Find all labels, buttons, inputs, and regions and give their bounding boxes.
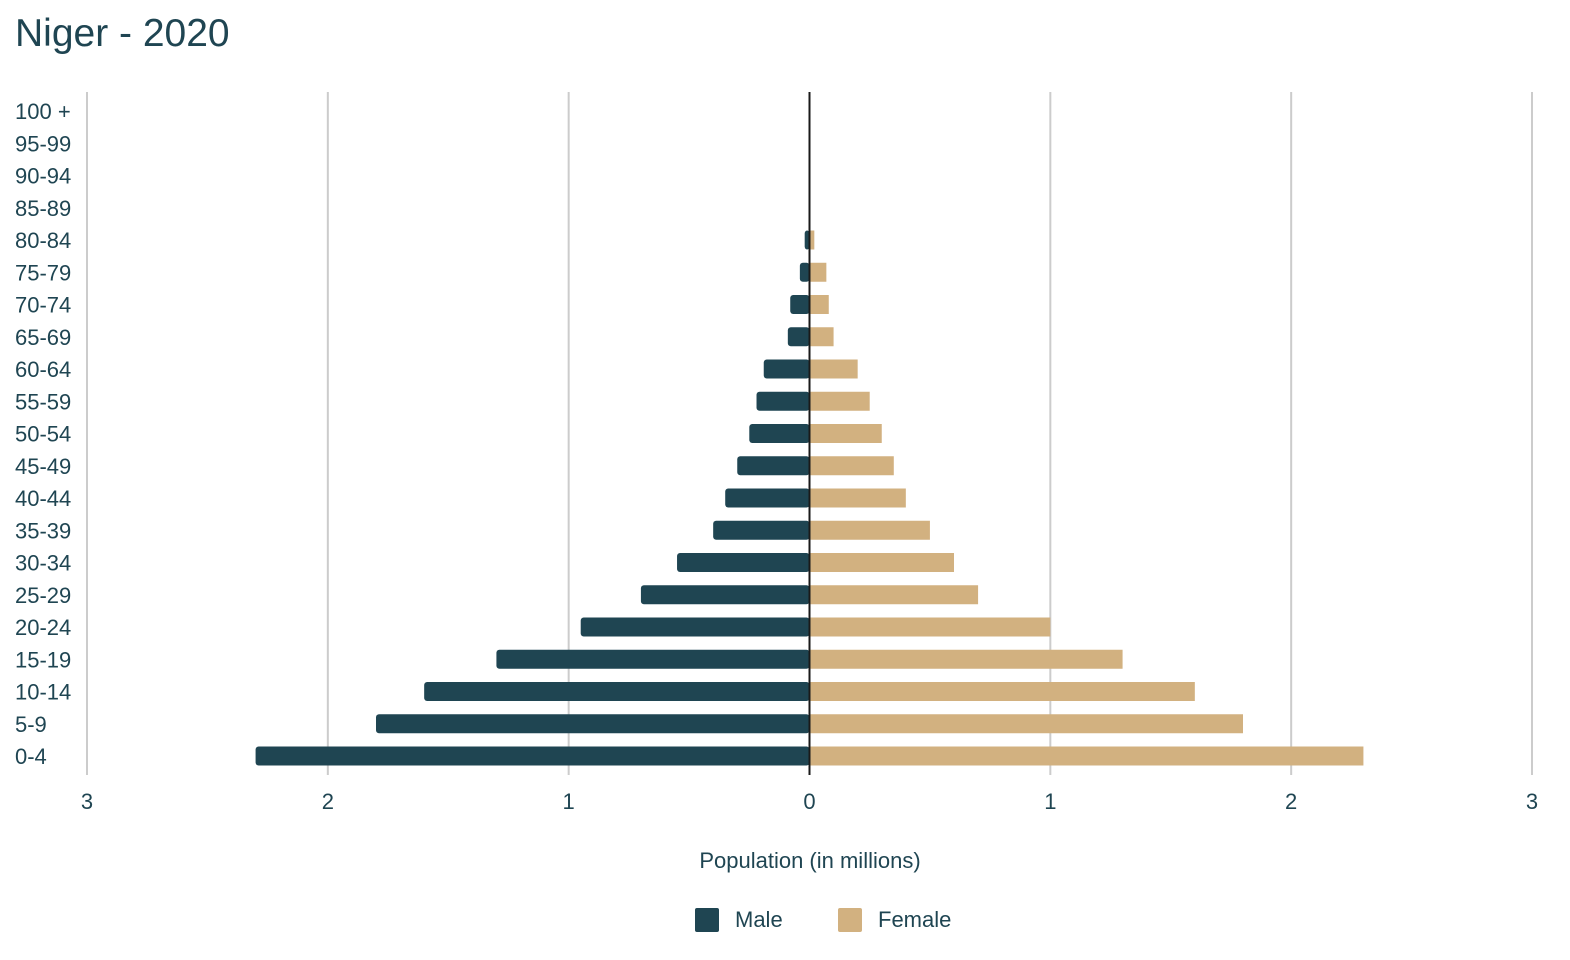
legend-label-male: Male bbox=[735, 907, 783, 932]
bar-male bbox=[737, 456, 810, 476]
y-category-label: 80-84 bbox=[15, 228, 71, 253]
legend: Male Female bbox=[695, 907, 951, 932]
axes: 3 2 1 0 1 2 3 100 + 95-99 90-94 85-89 80-84 75-79 70-… bbox=[15, 92, 1538, 814]
bar-female bbox=[809, 262, 827, 282]
y-category-label: 5-9 bbox=[15, 712, 47, 737]
bar-male bbox=[640, 585, 810, 605]
y-category-label: 75-79 bbox=[15, 260, 71, 285]
bar-male bbox=[749, 424, 810, 443]
bar-female bbox=[809, 327, 834, 347]
bar-male bbox=[725, 488, 810, 508]
y-category-label: 20-24 bbox=[15, 615, 71, 640]
bar-female bbox=[809, 682, 1195, 701]
bar-male bbox=[496, 649, 810, 669]
bar-female bbox=[809, 520, 930, 540]
bar-male bbox=[787, 327, 810, 347]
chart-title: Niger - 2020 bbox=[15, 12, 230, 55]
bar-female bbox=[809, 553, 954, 572]
bar-male bbox=[376, 714, 810, 734]
bar-male bbox=[255, 746, 810, 766]
y-category-label: 30-34 bbox=[15, 551, 71, 576]
y-category-label: 0-4 bbox=[15, 744, 47, 769]
bar-female bbox=[809, 359, 858, 379]
y-category-label: 55-59 bbox=[15, 389, 71, 414]
x-tick-label: 2 bbox=[322, 789, 334, 814]
x-tick-label: 1 bbox=[563, 789, 575, 814]
bar-male bbox=[580, 617, 810, 637]
y-category-label: 10-14 bbox=[15, 680, 71, 705]
bar-female bbox=[809, 714, 1243, 734]
bar-male bbox=[763, 359, 810, 379]
bars bbox=[255, 230, 1364, 766]
bar-female bbox=[809, 424, 882, 443]
y-category-label: 85-89 bbox=[15, 196, 71, 221]
bar-male bbox=[713, 520, 810, 540]
y-category-label: 65-69 bbox=[15, 325, 71, 350]
y-category-label: 70-74 bbox=[15, 293, 71, 318]
y-category-label: 15-19 bbox=[15, 647, 71, 672]
bar-male bbox=[424, 682, 810, 701]
legend-swatch-female bbox=[838, 908, 862, 932]
y-category-label: 90-94 bbox=[15, 164, 71, 189]
bar-female bbox=[809, 617, 1051, 637]
y-category-label: 40-44 bbox=[15, 486, 71, 511]
x-tick-label: 3 bbox=[81, 789, 93, 814]
bar-male bbox=[804, 230, 810, 250]
y-category-label: 50-54 bbox=[15, 422, 71, 447]
y-category-label: 35-39 bbox=[15, 518, 71, 543]
y-category-label: 100 + bbox=[15, 99, 71, 124]
x-tick-label: 3 bbox=[1526, 789, 1538, 814]
bar-female bbox=[809, 391, 870, 411]
legend-label-female: Female bbox=[878, 907, 951, 932]
bar-female bbox=[809, 295, 829, 314]
bar-female bbox=[809, 456, 894, 476]
bar-male bbox=[799, 262, 810, 282]
y-category-label: 25-29 bbox=[15, 583, 71, 608]
bar-female bbox=[809, 746, 1364, 766]
y-category-label: 60-64 bbox=[15, 357, 71, 382]
bar-female bbox=[809, 488, 906, 508]
x-tick-label: 2 bbox=[1285, 789, 1297, 814]
bar-female bbox=[809, 649, 1123, 669]
bar-female bbox=[809, 585, 979, 605]
bar-female bbox=[809, 230, 815, 250]
legend-swatch-male bbox=[695, 908, 719, 932]
x-tick-label: 1 bbox=[1044, 789, 1056, 814]
y-category-label: 95-99 bbox=[15, 131, 71, 156]
bar-male bbox=[790, 295, 810, 314]
x-tick-label: 0 bbox=[803, 789, 815, 814]
x-axis-title: Population (in millions) bbox=[699, 848, 920, 873]
bar-male bbox=[756, 391, 810, 411]
gridlines bbox=[86, 92, 1533, 775]
y-category-label: 45-49 bbox=[15, 454, 71, 479]
bar-male bbox=[677, 553, 810, 572]
